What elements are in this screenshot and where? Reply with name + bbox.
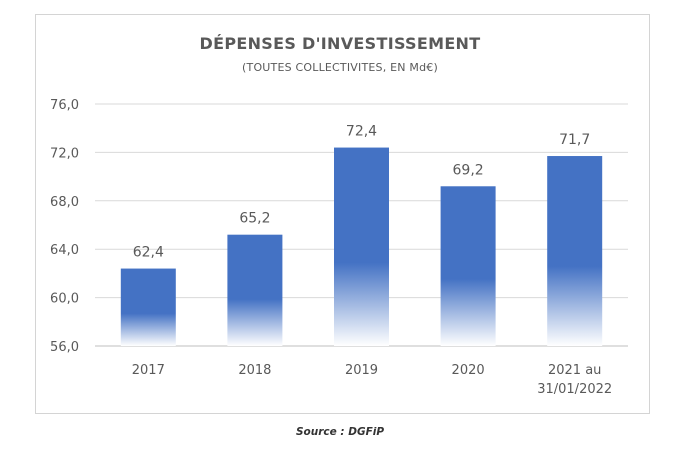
x-tick-label: 31/01/2022 — [537, 382, 612, 397]
bar — [227, 234, 283, 346]
data-label: 69,2 — [453, 162, 484, 178]
y-tick-label: 72,0 — [50, 146, 79, 161]
y-tick-label: 76,0 — [50, 98, 79, 113]
chart-subtitle: (TOUTES COLLECTIVITES, EN Md€) — [242, 61, 438, 74]
x-tick-label: 2019 — [345, 363, 378, 378]
y-tick-label: 64,0 — [50, 243, 79, 258]
chart-title: DÉPENSES D'INVESTISSEMENT — [199, 34, 481, 53]
x-tick-label: 2017 — [132, 363, 165, 378]
x-axis: 2017 2018 2019 2020 2021 au 31/01/2022 — [132, 363, 612, 397]
data-label: 62,4 — [133, 245, 164, 261]
bar — [547, 156, 603, 346]
data-label: 65,2 — [239, 211, 270, 227]
data-labels: 62,4 65,2 72,4 69,2 71,7 — [133, 124, 591, 261]
x-tick-label: 2021 au — [548, 363, 601, 378]
x-tick-label: 2018 — [238, 363, 271, 378]
x-tick-label: 2020 — [452, 363, 485, 378]
bars — [120, 147, 603, 346]
data-label: 72,4 — [346, 124, 377, 140]
y-tick-label: 56,0 — [50, 340, 79, 355]
bar — [440, 186, 496, 346]
y-tick-label: 68,0 — [50, 195, 79, 210]
data-label: 71,7 — [559, 132, 590, 148]
bar — [120, 268, 176, 346]
source-note: Source : DGFiP — [295, 426, 385, 438]
y-tick-label: 60,0 — [50, 292, 79, 307]
y-axis: 56,0 60,0 64,0 68,0 72,0 76,0 — [50, 98, 79, 355]
bar — [334, 147, 389, 346]
